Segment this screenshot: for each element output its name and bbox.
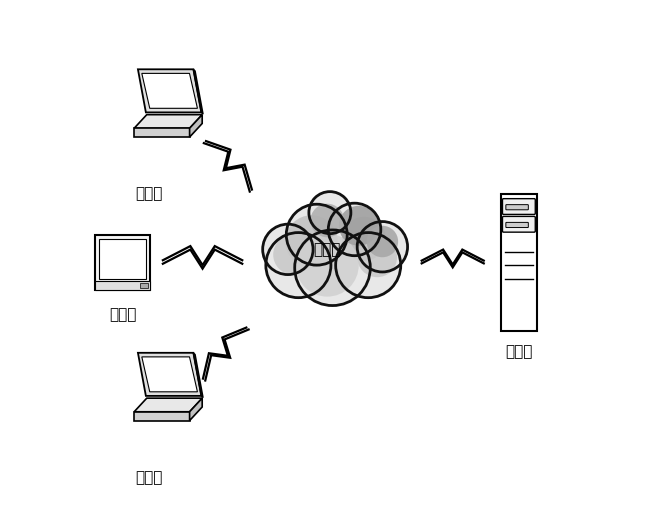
Polygon shape — [134, 114, 202, 128]
Text: 服务端: 服务端 — [505, 344, 533, 359]
Circle shape — [357, 222, 408, 272]
Text: 互联网: 互联网 — [314, 242, 341, 257]
Circle shape — [338, 206, 378, 246]
FancyBboxPatch shape — [99, 239, 146, 279]
FancyBboxPatch shape — [506, 223, 528, 227]
Polygon shape — [134, 128, 190, 137]
Circle shape — [329, 203, 381, 256]
Circle shape — [342, 217, 386, 261]
Bar — [140, 284, 148, 288]
FancyBboxPatch shape — [501, 194, 537, 331]
Polygon shape — [142, 74, 198, 108]
FancyBboxPatch shape — [95, 235, 150, 290]
Circle shape — [357, 237, 397, 277]
Polygon shape — [190, 114, 202, 137]
Polygon shape — [138, 353, 201, 396]
Polygon shape — [190, 398, 202, 421]
Polygon shape — [134, 412, 190, 421]
Circle shape — [336, 233, 401, 298]
Circle shape — [311, 204, 344, 237]
Circle shape — [266, 233, 331, 298]
Circle shape — [296, 234, 358, 297]
Circle shape — [366, 226, 398, 257]
Polygon shape — [194, 69, 203, 114]
Polygon shape — [134, 398, 202, 412]
Text: 用户端: 用户端 — [135, 186, 162, 202]
FancyBboxPatch shape — [503, 216, 535, 232]
FancyBboxPatch shape — [506, 205, 528, 210]
Circle shape — [309, 192, 351, 234]
FancyBboxPatch shape — [503, 198, 535, 214]
Circle shape — [295, 230, 370, 306]
Circle shape — [285, 215, 338, 268]
Polygon shape — [138, 69, 201, 112]
FancyBboxPatch shape — [95, 281, 150, 290]
Circle shape — [273, 235, 313, 275]
Text: 用户端: 用户端 — [135, 470, 162, 485]
Circle shape — [287, 204, 347, 265]
Polygon shape — [142, 357, 198, 392]
Text: 用户端: 用户端 — [109, 307, 136, 322]
Polygon shape — [194, 353, 203, 397]
Circle shape — [263, 224, 313, 275]
